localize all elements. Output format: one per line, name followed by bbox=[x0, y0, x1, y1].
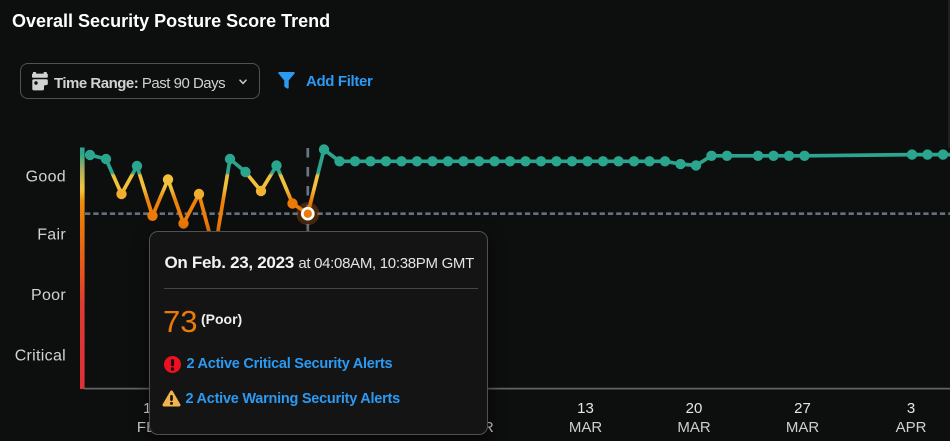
svg-text:MAR: MAR bbox=[677, 419, 711, 436]
svg-text:20: 20 bbox=[686, 400, 703, 417]
svg-text:Fair: Fair bbox=[37, 227, 66, 244]
svg-text:27: 27 bbox=[794, 400, 811, 417]
svg-text:Good: Good bbox=[26, 168, 66, 185]
svg-text:APR: APR bbox=[896, 419, 927, 436]
svg-text:3: 3 bbox=[907, 400, 915, 417]
svg-text:MAR: MAR bbox=[786, 419, 820, 436]
svg-text:Poor: Poor bbox=[31, 287, 66, 304]
svg-text:13: 13 bbox=[577, 400, 594, 417]
svg-text:Critical: Critical bbox=[15, 348, 66, 365]
svg-text:MAR: MAR bbox=[569, 419, 603, 436]
